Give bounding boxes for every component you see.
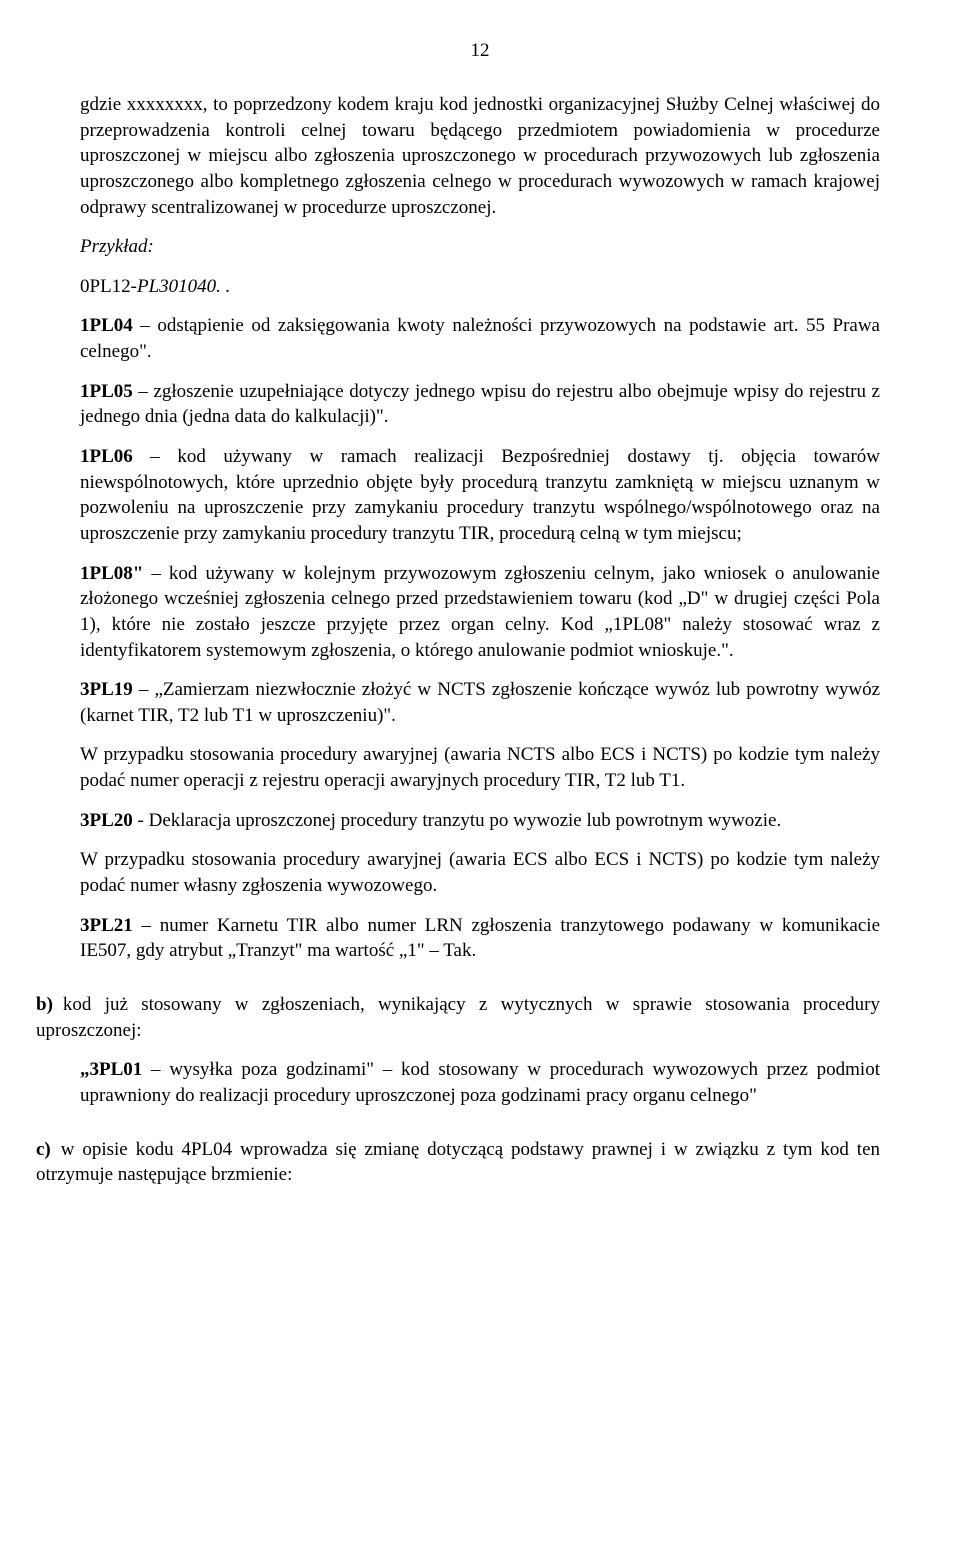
- code-1pl05-label: 1PL05: [80, 381, 133, 402]
- code-3pl20-text: - Deklaracja uproszczonej procedury tran…: [133, 810, 781, 831]
- code-1pl08: 1PL08" – kod używany w kolejnym przywozo…: [80, 561, 880, 664]
- code-3pl20-label: 3PL20: [80, 810, 133, 831]
- list-item-c: c)w opisie kodu 4PL04 wprowadza się zmia…: [36, 1137, 880, 1188]
- code-3pl21-label: 3PL21: [80, 915, 133, 936]
- code-1pl06-label: 1PL06: [80, 446, 133, 467]
- paragraph-awaria-ncts: W przypadku stosowania procedury awaryjn…: [80, 742, 880, 793]
- list-body-b: kod już stosowany w zgłoszeniach, wynika…: [36, 994, 880, 1041]
- code-1pl05: 1PL05 – zgłoszenie uzupełniające dotyczy…: [80, 379, 880, 430]
- example-label: Przykład:: [80, 234, 880, 260]
- code-3pl21: 3PL21 – numer Karnetu TIR albo numer LRN…: [80, 913, 880, 964]
- list-marker-b: b): [36, 992, 53, 1018]
- code-3pl19-text: – „Zamierzam niezwłocznie złożyć w NCTS …: [80, 679, 880, 726]
- code-1pl04: 1PL04 – odstąpienie od zaksięgowania kwo…: [80, 313, 880, 364]
- code-3pl01-text: – wysyłka poza godzinami" – kod stosowan…: [80, 1059, 880, 1106]
- example-code-plain: 0PL12-: [80, 276, 137, 297]
- code-3pl01: „3PL01 – wysyłka poza godzinami" – kod s…: [80, 1057, 880, 1108]
- code-3pl19-label: 3PL19: [80, 679, 133, 700]
- example-code-italic: PL301040. .: [137, 276, 230, 297]
- paragraph-intro: gdzie xxxxxxxx, to poprzedzony kodem kra…: [80, 92, 880, 220]
- code-1pl04-text: – odstąpienie od zaksięgowania kwoty nal…: [80, 315, 880, 362]
- code-1pl04-label: 1PL04: [80, 315, 133, 336]
- list-item-b: b)kod już stosowany w zgłoszeniach, wyni…: [36, 992, 880, 1043]
- paragraph-awaria-ecs: W przypadku stosowania procedury awaryjn…: [80, 847, 880, 898]
- code-1pl08-text: – kod używany w kolejnym przywozowym zgł…: [80, 563, 880, 661]
- code-3pl20: 3PL20 - Deklaracja uproszczonej procedur…: [80, 808, 880, 834]
- list-marker-c: c): [36, 1137, 51, 1163]
- code-3pl19: 3PL19 – „Zamierzam niezwłocznie złożyć w…: [80, 677, 880, 728]
- example-code: 0PL12-PL301040. .: [80, 274, 880, 300]
- code-3pl01-label: „3PL01: [80, 1059, 142, 1080]
- page-number: 12: [80, 40, 880, 62]
- code-3pl21-text: – numer Karnetu TIR albo numer LRN zgłos…: [80, 915, 880, 962]
- list-body-c: w opisie kodu 4PL04 wprowadza się zmianę…: [36, 1139, 880, 1186]
- code-1pl08-label: 1PL08": [80, 563, 143, 584]
- code-1pl06: 1PL06 – kod używany w ramach realizacji …: [80, 444, 880, 547]
- code-1pl05-text: – zgłoszenie uzupełniające dotyczy jedne…: [80, 381, 880, 428]
- code-1pl06-text: – kod używany w ramach realizacji Bezpoś…: [80, 446, 880, 544]
